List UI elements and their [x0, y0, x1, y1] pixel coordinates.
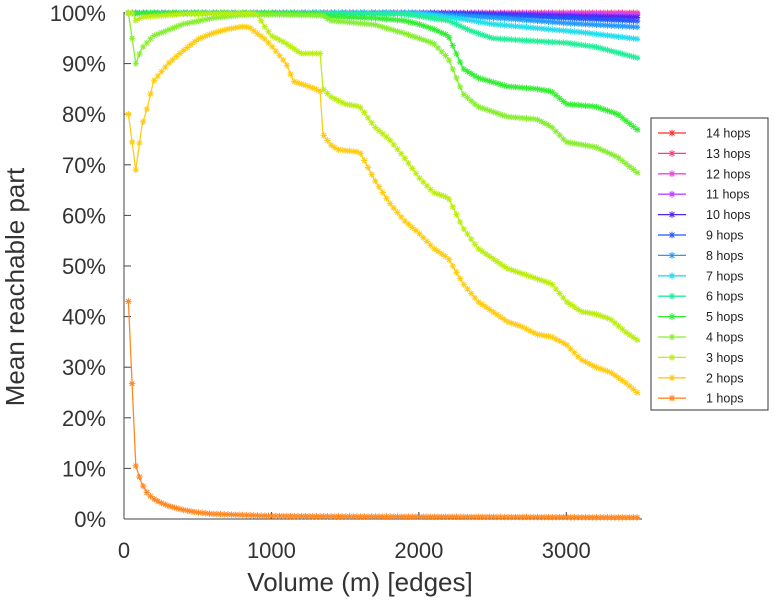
legend-swatch-marker	[668, 252, 676, 259]
legend-label: 6 hops	[706, 290, 744, 304]
legend-label: 11 hops	[706, 188, 750, 202]
y-axis-title: Mean reachable part	[0, 167, 30, 406]
legend-label: 10 hops	[706, 208, 750, 222]
series-line	[127, 301, 641, 519]
legend-swatch-marker	[668, 354, 676, 361]
legend-label: 2 hops	[706, 371, 744, 385]
y-tick-label: 100%	[50, 1, 106, 26]
y-tick-label: 10%	[62, 456, 106, 481]
legend-item: 10 hops	[658, 208, 750, 222]
series-markers	[125, 298, 641, 521]
legend-item: 7 hops	[658, 269, 744, 283]
series-2-hops	[125, 23, 641, 396]
y-tick-label: 80%	[62, 102, 106, 127]
legend-label: 12 hops	[706, 167, 750, 181]
legend: 14 hops 13 hops 12 hops 11 hops 10 hops 9 hop…	[650, 117, 769, 411]
legend-swatch-marker	[668, 150, 676, 157]
y-ticks: 0% 10% 20% 30% 40% 50% 60% 70% 80% 90% 100%	[50, 1, 131, 532]
legend-swatch-marker	[668, 190, 676, 198]
legend-label: 3 hops	[706, 351, 744, 365]
legend-label: 1 hops	[706, 392, 744, 406]
series-markers	[125, 23, 641, 396]
y-tick-label: 50%	[62, 254, 106, 279]
legend-item: 3 hops	[658, 351, 744, 365]
y-tick-label: 30%	[62, 355, 106, 380]
legend-label: 13 hops	[706, 147, 750, 161]
y-tick-label: 90%	[62, 52, 106, 77]
plot-area	[125, 9, 641, 521]
legend-label: 5 hops	[706, 310, 744, 324]
x-tick-label: 3000	[542, 538, 591, 563]
legend-swatch-marker	[668, 231, 676, 239]
legend-swatch-marker	[668, 272, 676, 280]
legend-item: 1 hops	[658, 392, 744, 406]
legend-swatch-marker	[668, 374, 676, 382]
axes	[123, 12, 642, 520]
x-axis-title: Volume (m) [edges]	[247, 567, 472, 597]
y-tick-label: 60%	[62, 203, 106, 228]
legend-item: 11 hops	[658, 188, 750, 202]
legend-item: 5 hops	[658, 310, 744, 324]
legend-label: 14 hops	[706, 127, 750, 141]
legend-label: 4 hops	[706, 331, 744, 345]
legend-item: 12 hops	[658, 167, 750, 181]
legend-swatch-marker	[668, 129, 676, 137]
legend-item: 6 hops	[658, 290, 744, 304]
series-markers	[125, 9, 641, 344]
y-tick-label: 0%	[74, 507, 106, 532]
legend-swatch-marker	[668, 170, 676, 178]
x-tick-label: 2000	[394, 538, 443, 563]
series-line	[128, 12, 641, 343]
x-ticks: 0 1000 2000 3000	[118, 512, 591, 563]
legend-box	[650, 117, 769, 411]
legend-label: 7 hops	[706, 269, 744, 283]
x-tick-label: 0	[118, 538, 130, 563]
series-3-hops	[125, 9, 641, 344]
x-tick-label: 1000	[247, 538, 296, 563]
legend-label: 9 hops	[706, 229, 744, 243]
legend-label: 8 hops	[706, 249, 744, 263]
legend-item: 8 hops	[658, 249, 744, 263]
y-tick-label: 20%	[62, 406, 106, 431]
legend-item: 9 hops	[658, 229, 744, 243]
y-tick-label: 70%	[62, 153, 106, 178]
legend-item: 13 hops	[658, 147, 750, 161]
legend-swatch-marker	[668, 313, 676, 320]
legend-swatch-marker	[668, 211, 676, 218]
legend-item: 2 hops	[658, 371, 744, 385]
legend-swatch-marker	[668, 292, 676, 300]
legend-item: 14 hops	[658, 127, 750, 141]
legend-swatch-marker	[668, 333, 676, 341]
series-1-hops	[125, 298, 641, 521]
legend-swatch-marker	[668, 394, 676, 402]
y-tick-label: 40%	[62, 305, 106, 330]
legend-item: 4 hops	[658, 331, 744, 345]
